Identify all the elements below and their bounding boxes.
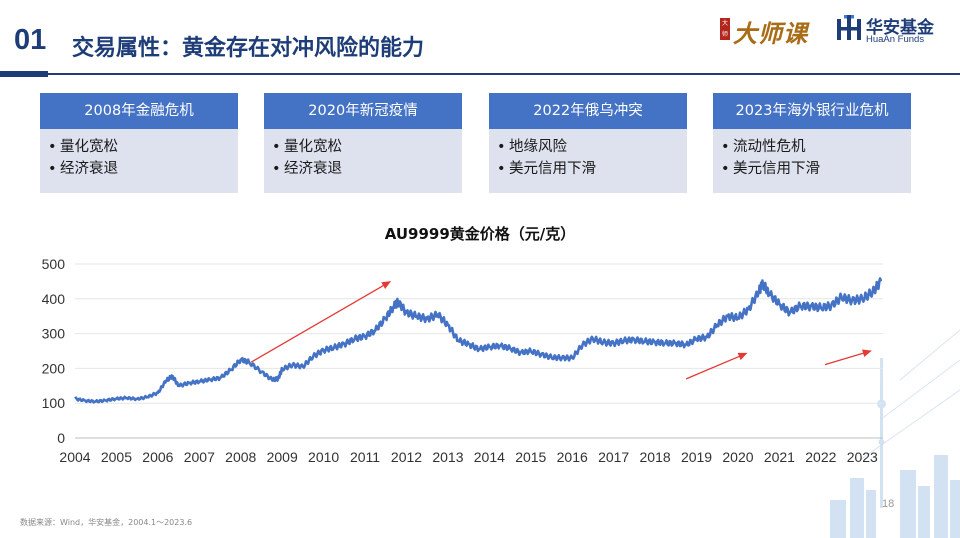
page-title: 交易属性：黄金存在对冲风险的能力	[72, 36, 425, 61]
seal-stamp: 大师	[720, 18, 730, 40]
x-tick-label: 2022	[805, 449, 836, 465]
event-card-item: • 美元信用下滑	[721, 161, 820, 177]
x-tick-label: 2017	[598, 449, 629, 465]
event-card-2008: 2008年金融危机 • 量化宽松 • 经济衰退	[40, 93, 238, 193]
event-card-2023: 2023年海外银行业危机 • 流动性危机 • 美元信用下滑	[713, 93, 911, 193]
event-card-title: 2020年新冠疫情	[264, 93, 462, 129]
x-tick-label: 2020	[722, 449, 753, 465]
x-tick-label: 2013	[432, 449, 463, 465]
huaan-logo-en: HuaAn Funds	[866, 34, 925, 45]
header-divider-accent	[0, 71, 48, 77]
x-tick-label: 2006	[142, 449, 173, 465]
event-card-title: 2008年金融危机	[40, 93, 238, 129]
header: 01 交易属性：黄金存在对冲风险的能力 大师 大师课 华安基金 HuaAn Fu…	[0, 0, 960, 80]
x-tick-label: 2014	[474, 449, 505, 465]
y-tick-label: 0	[57, 430, 65, 446]
x-tick-label: 2008	[225, 449, 256, 465]
gold-price-line	[74, 277, 883, 404]
y-tick-label: 300	[42, 326, 66, 342]
section-number: 01	[14, 24, 47, 56]
event-card-2022: 2022年俄乌冲突 • 地缘风险 • 美元信用下滑	[489, 93, 687, 193]
event-card-item: • 地缘风险	[497, 139, 567, 155]
x-tick-label: 2016	[557, 449, 588, 465]
event-card-item: • 经济衰退	[272, 161, 342, 177]
huaan-logo-icon	[837, 15, 861, 40]
y-tick-label: 100	[42, 395, 66, 411]
x-tick-label: 2015	[515, 449, 546, 465]
huaan-funds-logo: 华安基金 HuaAn Funds	[836, 12, 956, 46]
master-class-logo: 大师 大师课	[720, 12, 820, 48]
header-divider	[0, 73, 960, 75]
trend-arrow	[250, 281, 392, 363]
x-tick-label: 2019	[681, 449, 712, 465]
event-card-item: • 量化宽松	[48, 139, 118, 155]
x-tick-label: 2004	[59, 449, 90, 465]
event-card-item: • 经济衰退	[48, 161, 118, 177]
trend-arrow	[685, 352, 748, 380]
event-card-item: • 美元信用下滑	[497, 161, 596, 177]
huaan-logo-cn: 华安基金	[866, 18, 934, 38]
event-card-2020: 2020年新冠疫情 • 量化宽松 • 经济衰退	[264, 93, 462, 193]
event-card-title: 2022年俄乌冲突	[489, 93, 687, 129]
trend-arrow	[824, 349, 872, 366]
x-tick-label: 2018	[640, 449, 671, 465]
event-card-item: • 流动性危机	[721, 139, 806, 155]
event-card-item: • 量化宽松	[272, 139, 342, 155]
x-tick-label: 2012	[391, 449, 422, 465]
chart-title: AU9999黄金价格（元/克）	[384, 225, 576, 243]
event-card-title: 2023年海外银行业危机	[713, 93, 911, 129]
y-tick-label: 200	[42, 360, 66, 376]
page-number: 18	[882, 498, 895, 510]
gold-price-chart: 0 100 200 300 400 500 2004 2005 2006 2007 2008 2009…	[42, 256, 883, 465]
x-tick-label: 2021	[764, 449, 795, 465]
x-tick-label: 2009	[267, 449, 298, 465]
x-tick-label: 2023	[847, 449, 878, 465]
x-tick-label: 2005	[101, 449, 132, 465]
x-tick-label: 2007	[184, 449, 215, 465]
y-tick-label: 500	[42, 256, 66, 272]
data-source-note: 数据来源：Wind，华安基金，2004.1～2023.6	[20, 518, 193, 527]
x-tick-label: 2010	[308, 449, 339, 465]
y-tick-label: 400	[42, 291, 66, 307]
master-class-logo-text: 大师课	[733, 19, 808, 48]
x-tick-label: 2011	[350, 449, 380, 465]
